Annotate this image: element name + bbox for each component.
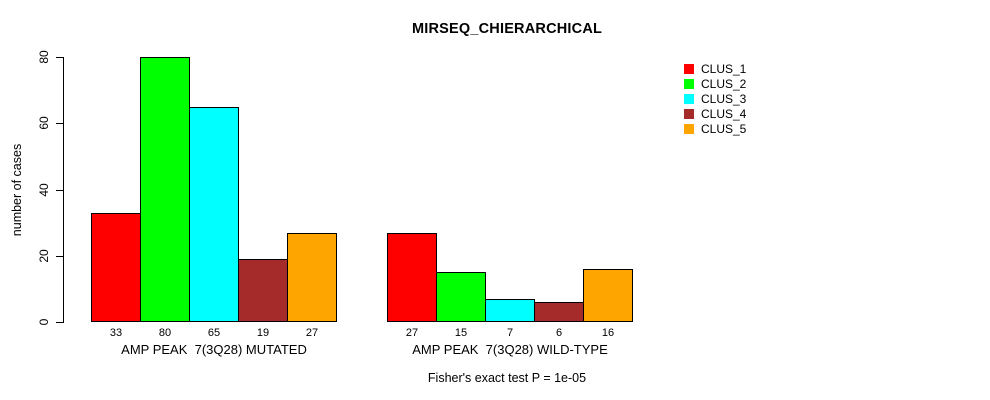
bar-clus_2-group2 bbox=[436, 272, 486, 322]
y-tick-label: 40 bbox=[37, 182, 51, 197]
legend-swatch-clus_5 bbox=[684, 124, 694, 134]
legend-label-clus_4: CLUS_4 bbox=[701, 107, 747, 121]
y-tick-mark bbox=[56, 189, 63, 191]
y-axis-line bbox=[63, 57, 64, 323]
bar-clus_4-group1 bbox=[238, 259, 288, 322]
y-tick-label: 60 bbox=[37, 116, 51, 130]
bar-value-label: 16 bbox=[601, 327, 615, 339]
bar-clus_1-group2 bbox=[387, 232, 437, 322]
bar-clus_5-group1 bbox=[287, 232, 337, 322]
bar-value-label: 80 bbox=[158, 327, 172, 339]
footer-note: Fisher's exact test P = 1e-05 bbox=[427, 371, 587, 385]
y-tick-label: 0 bbox=[37, 318, 51, 326]
bar-clus_1-group1 bbox=[91, 212, 141, 322]
y-tick-mark bbox=[56, 123, 63, 125]
bar-clus_3-group1 bbox=[189, 106, 239, 322]
legend-swatch-clus_1 bbox=[684, 64, 694, 74]
bar-value-label: 65 bbox=[207, 327, 221, 339]
y-tick-label: 20 bbox=[37, 249, 51, 263]
bar-clus_5-group2 bbox=[583, 269, 633, 322]
legend-label-clus_2: CLUS_2 bbox=[701, 77, 747, 91]
bar-value-label: 15 bbox=[454, 327, 468, 339]
x-category-label: AMP PEAK 7(3Q28) MUTATED bbox=[121, 342, 307, 357]
bar-value-label: 27 bbox=[405, 327, 419, 339]
bar-value-label: 33 bbox=[109, 327, 123, 339]
legend-swatch-clus_4 bbox=[684, 109, 694, 119]
y-axis-label: number of cases bbox=[10, 143, 24, 237]
bar-value-label: 7 bbox=[506, 327, 514, 339]
chart-title: MIRSEQ_CHIERARCHICAL bbox=[411, 21, 603, 37]
x-category-label: AMP PEAK 7(3Q28) WILD-TYPE bbox=[412, 342, 608, 357]
bar-clus_2-group1 bbox=[140, 57, 190, 322]
legend-label-clus_3: CLUS_3 bbox=[701, 92, 747, 106]
y-tick-mark bbox=[56, 57, 63, 58]
legend-swatch-clus_2 bbox=[684, 79, 694, 89]
bar-value-label: 27 bbox=[305, 327, 319, 339]
legend-label-clus_5: CLUS_5 bbox=[701, 122, 747, 136]
bar-clus_4-group2 bbox=[534, 302, 584, 322]
legend-label-clus_1: CLUS_1 bbox=[701, 62, 747, 76]
legend-swatch-clus_3 bbox=[684, 94, 694, 104]
y-tick-mark bbox=[56, 322, 63, 323]
bar-clus_3-group2 bbox=[485, 298, 535, 322]
bar-value-label: 19 bbox=[256, 327, 270, 339]
y-tick-mark bbox=[56, 255, 63, 257]
bar-value-label: 6 bbox=[555, 327, 563, 339]
y-tick-label: 80 bbox=[37, 50, 51, 64]
